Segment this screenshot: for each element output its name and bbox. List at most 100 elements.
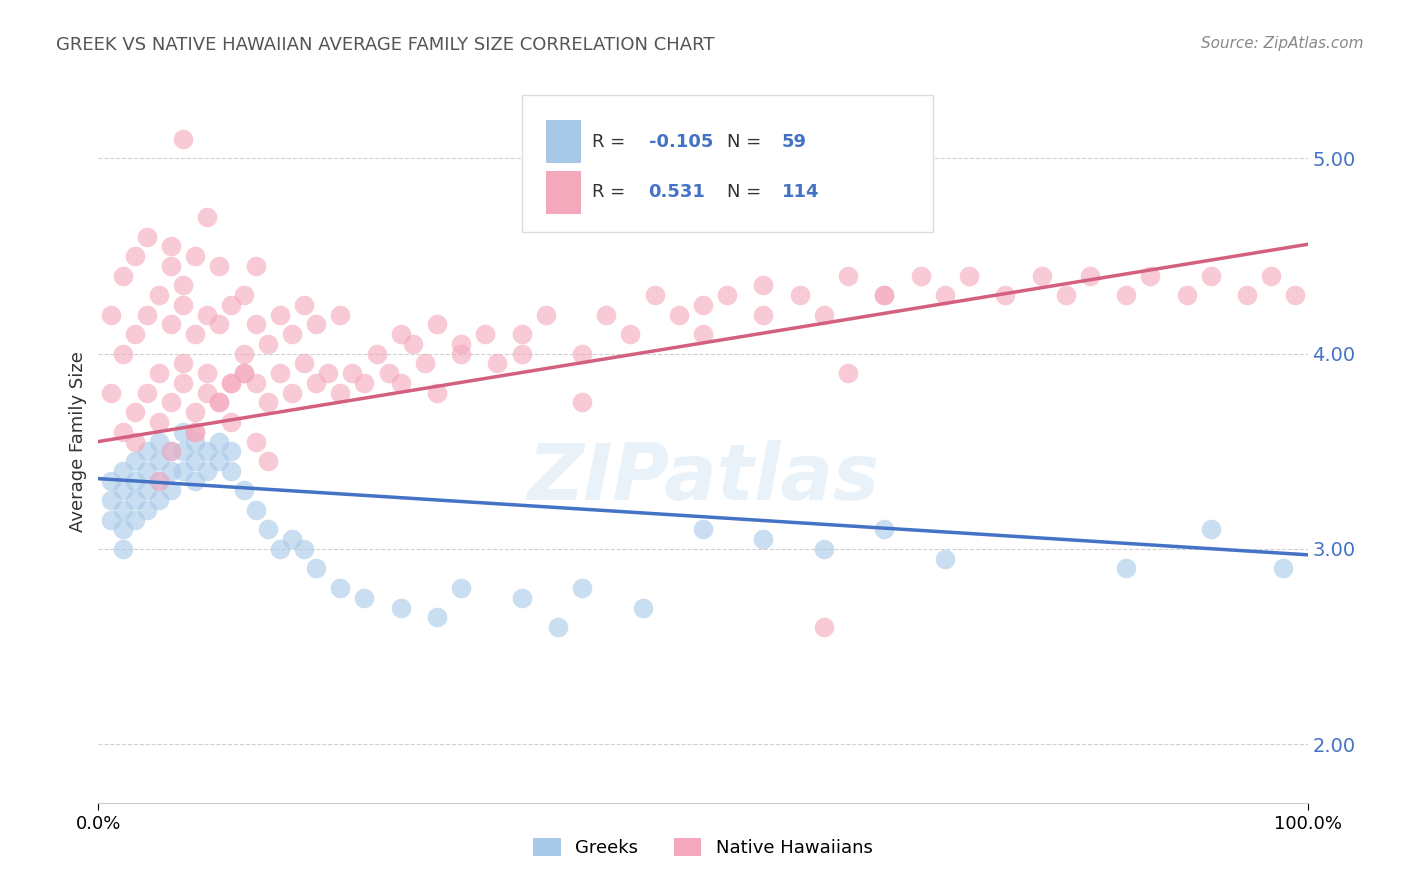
Point [837, 268, 859, 283]
Point [221, 415, 243, 429]
Point [111, 503, 134, 517]
Point [172, 425, 194, 439]
Text: -0.105: -0.105 [648, 133, 713, 151]
Point [631, 600, 654, 615]
Point [232, 483, 254, 498]
Point [135, 229, 157, 244]
Point [305, 561, 328, 575]
Point [873, 288, 896, 302]
Point [510, 346, 533, 360]
FancyBboxPatch shape [522, 95, 932, 232]
Point [111, 483, 134, 498]
Point [160, 464, 183, 478]
Point [571, 346, 593, 360]
Point [692, 327, 714, 342]
Point [426, 318, 449, 332]
Point [1115, 288, 1137, 302]
Point [172, 278, 194, 293]
Point [111, 268, 134, 283]
Point [184, 327, 207, 342]
Point [353, 376, 375, 390]
Y-axis label: Average Family Size: Average Family Size [69, 351, 87, 532]
Point [269, 308, 291, 322]
Point [547, 620, 569, 634]
Point [269, 366, 291, 380]
Point [837, 366, 859, 380]
Point [172, 444, 194, 458]
Point [184, 454, 207, 468]
Point [813, 308, 835, 322]
Point [256, 337, 278, 351]
Point [450, 346, 472, 360]
Point [1284, 288, 1306, 302]
Text: 59: 59 [782, 133, 807, 151]
Text: N =: N = [727, 183, 768, 202]
Point [245, 259, 267, 273]
Point [172, 298, 194, 312]
Point [135, 503, 157, 517]
Point [256, 395, 278, 409]
Text: 114: 114 [782, 183, 820, 202]
Point [486, 356, 509, 370]
Point [111, 541, 134, 556]
Point [124, 493, 146, 508]
Point [160, 444, 183, 458]
Point [426, 610, 449, 624]
Point [534, 308, 557, 322]
Legend: Greeks, Native Hawaiians: Greeks, Native Hawaiians [524, 829, 882, 866]
Point [474, 327, 496, 342]
Point [716, 288, 738, 302]
Point [148, 474, 170, 488]
Point [208, 259, 231, 273]
Point [135, 464, 157, 478]
Point [256, 454, 278, 468]
Point [184, 425, 207, 439]
Point [195, 366, 218, 380]
Point [389, 327, 412, 342]
Point [100, 513, 122, 527]
Point [329, 581, 352, 595]
Point [510, 591, 533, 605]
Point [1199, 523, 1222, 537]
Point [124, 513, 146, 527]
Point [160, 444, 183, 458]
Point [124, 405, 146, 419]
Point [668, 308, 690, 322]
Point [934, 551, 956, 566]
Point [172, 464, 194, 478]
Point [208, 454, 231, 468]
Text: ZIPatlas: ZIPatlas [527, 440, 879, 516]
Point [111, 464, 134, 478]
Point [752, 532, 775, 546]
Point [208, 395, 231, 409]
Point [208, 434, 231, 449]
Point [1236, 288, 1258, 302]
Point [245, 434, 267, 449]
Point [100, 308, 122, 322]
Point [124, 454, 146, 468]
Point [692, 523, 714, 537]
Point [172, 356, 194, 370]
Point [910, 268, 932, 283]
Point [195, 210, 218, 224]
Point [292, 541, 315, 556]
FancyBboxPatch shape [546, 171, 581, 213]
Point [269, 541, 291, 556]
Point [692, 298, 714, 312]
Point [281, 532, 304, 546]
Point [245, 376, 267, 390]
Point [389, 600, 412, 615]
Point [124, 434, 146, 449]
Point [329, 385, 352, 400]
Point [124, 474, 146, 488]
Point [256, 523, 278, 537]
Point [934, 288, 956, 302]
Point [752, 278, 775, 293]
Point [221, 464, 243, 478]
Point [100, 474, 122, 488]
Point [208, 395, 231, 409]
Point [402, 337, 425, 351]
Point [994, 288, 1017, 302]
Point [292, 356, 315, 370]
Point [245, 503, 267, 517]
